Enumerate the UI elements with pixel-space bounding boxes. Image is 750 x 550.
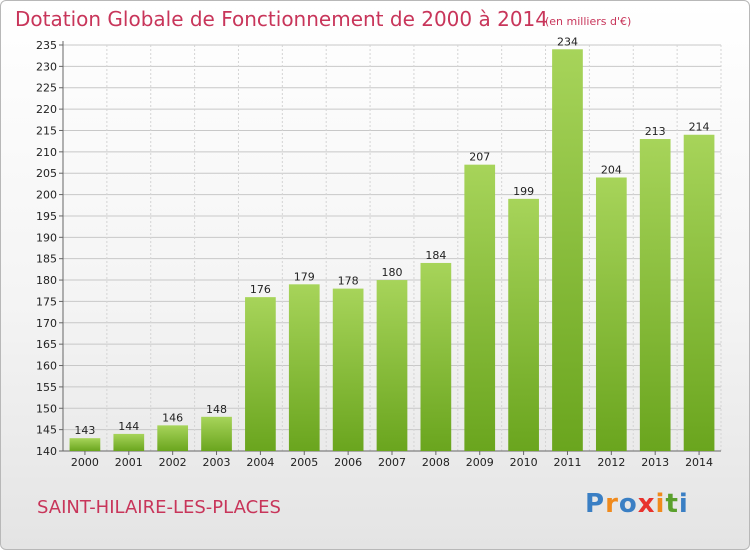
bar-2007: [376, 280, 408, 451]
y-tick-label: 185: [36, 253, 57, 266]
logo-letter: t: [665, 489, 679, 519]
y-tick-label: 140: [36, 445, 57, 458]
bar-2003: [201, 416, 232, 451]
data-label-2000: 143: [74, 424, 95, 437]
bar-layer: [69, 49, 715, 452]
bar-2002: [157, 425, 189, 451]
y-tick-label: 180: [36, 274, 57, 287]
x-tick-label-2014: 2014: [685, 456, 713, 469]
bar-2006: [332, 288, 364, 451]
x-tick-label-2011: 2011: [553, 456, 581, 469]
x-tick-label-2008: 2008: [422, 456, 450, 469]
x-tick-label-2009: 2009: [466, 456, 494, 469]
logo-letter: o: [618, 489, 638, 519]
bar-2005: [288, 284, 320, 451]
y-tick-label: 160: [36, 360, 57, 373]
data-label-2014: 214: [689, 121, 710, 134]
y-tick-label: 190: [36, 231, 57, 244]
x-tick-label-2006: 2006: [334, 456, 362, 469]
x-tick-label-2010: 2010: [510, 456, 538, 469]
bar-2014: [683, 134, 715, 451]
label-layer: 143 144 146 148 176 179 178 180 184 207 199 234 204 2…: [74, 35, 709, 437]
chart-subtitle: (en milliers d'€): [545, 15, 632, 28]
axis-layer: 1401451501551601651701751801851901952002…: [36, 39, 721, 469]
x-tick-label-2002: 2002: [159, 456, 187, 469]
bar-2000: [69, 438, 101, 451]
y-tick-label: 175: [36, 295, 57, 308]
data-label-2004: 176: [250, 283, 271, 296]
bar-2010: [508, 198, 539, 451]
data-label-2006: 178: [338, 275, 359, 288]
bar-2009: [464, 164, 496, 452]
bar-2011: [552, 49, 583, 452]
logo-letter: i: [678, 489, 689, 519]
data-label-2012: 204: [601, 163, 622, 176]
y-tick-label: 235: [36, 39, 57, 52]
data-label-2010: 199: [513, 185, 534, 198]
x-tick-label-2004: 2004: [246, 456, 274, 469]
data-label-2003: 148: [206, 403, 227, 416]
y-tick-label: 155: [36, 381, 57, 394]
y-tick-label: 165: [36, 338, 57, 351]
y-tick-label: 150: [36, 402, 57, 415]
x-tick-label-2012: 2012: [597, 456, 625, 469]
y-tick-label: 225: [36, 82, 57, 95]
data-label-2001: 144: [118, 420, 139, 433]
logo-letter: x: [637, 489, 656, 519]
data-label-2009: 207: [469, 151, 490, 164]
proxiti-logo: Proxiti: [585, 489, 689, 519]
y-tick-label: 195: [36, 210, 57, 223]
bar-2008: [420, 262, 452, 451]
y-tick-label: 210: [36, 146, 57, 159]
y-tick-label: 215: [36, 124, 57, 137]
x-tick-label-2003: 2003: [203, 456, 231, 469]
chart-title: Dotation Globale de Fonctionnement de 20…: [15, 7, 548, 31]
x-tick-label-2007: 2007: [378, 456, 406, 469]
bar-2013: [639, 139, 671, 451]
data-label-2007: 180: [382, 266, 403, 279]
data-label-2002: 146: [162, 411, 183, 424]
logo-letter: P: [585, 489, 606, 519]
data-label-2011: 234: [557, 35, 578, 48]
x-tick-label-2013: 2013: [641, 456, 669, 469]
logo-letter: i: [655, 489, 666, 519]
bar-2004: [245, 297, 276, 451]
x-tick-label-2005: 2005: [290, 456, 318, 469]
data-label-2013: 213: [645, 125, 666, 138]
data-label-2008: 184: [425, 249, 446, 262]
bar-2001: [113, 433, 145, 451]
place-name: SAINT-HILAIRE-LES-PLACES: [37, 497, 281, 518]
y-tick-label: 205: [36, 167, 57, 180]
x-tick-label-2000: 2000: [71, 456, 99, 469]
y-tick-label: 230: [36, 60, 57, 73]
bar-2012: [595, 177, 627, 452]
logo-letter: r: [605, 489, 619, 519]
x-tick-label-2001: 2001: [115, 456, 143, 469]
data-label-2005: 179: [294, 270, 315, 283]
y-tick-label: 145: [36, 424, 57, 437]
y-tick-label: 220: [36, 103, 57, 116]
y-tick-label: 170: [36, 317, 57, 330]
y-tick-label: 200: [36, 189, 57, 202]
